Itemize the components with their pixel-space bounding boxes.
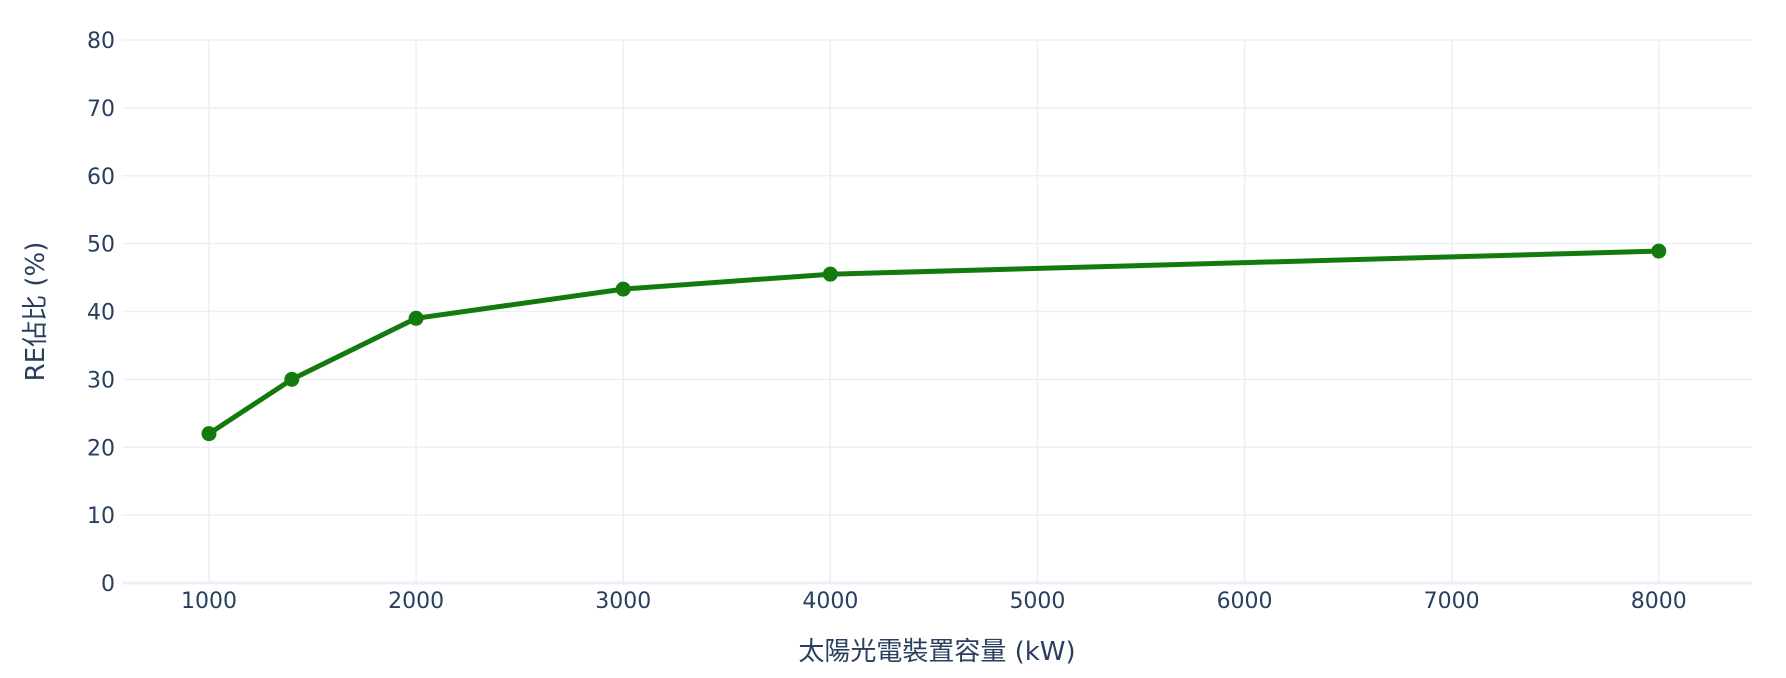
y-tick-labels: 0 10 20 30 40 50 60 70 80 bbox=[87, 29, 115, 597]
y-tick-label: 10 bbox=[87, 504, 115, 529]
x-tick-labels: 1000 2000 3000 4000 5000 6000 7000 8000 bbox=[181, 589, 1687, 614]
y-tick-label: 60 bbox=[87, 165, 115, 190]
x-tick-label: 2000 bbox=[388, 589, 444, 614]
x-axis-title: 太陽光電裝置容量 (kW) bbox=[798, 637, 1075, 667]
x-tick-label: 6000 bbox=[1217, 589, 1273, 614]
y-tick-label: 0 bbox=[101, 572, 115, 597]
x-gridlines bbox=[208, 40, 1660, 583]
x-tick-label: 4000 bbox=[802, 589, 858, 614]
x-tick-label: 1000 bbox=[181, 589, 237, 614]
y-gridlines bbox=[122, 39, 1752, 585]
series-line bbox=[206, 248, 1662, 437]
y-tick-label: 80 bbox=[87, 29, 115, 54]
y-axis-title: RE佔比 (%) bbox=[21, 242, 51, 382]
data-point bbox=[201, 426, 217, 442]
series-layer bbox=[201, 243, 1667, 442]
x-tick-label: 5000 bbox=[1009, 589, 1065, 614]
x-tick-label: 3000 bbox=[595, 589, 651, 614]
y-tick-label: 20 bbox=[87, 436, 115, 461]
data-point bbox=[408, 310, 424, 326]
data-point bbox=[284, 371, 300, 387]
x-tick-label: 8000 bbox=[1631, 589, 1687, 614]
x-tick-label: 7000 bbox=[1424, 589, 1480, 614]
data-point bbox=[822, 266, 838, 282]
y-tick-label: 40 bbox=[87, 301, 115, 326]
y-tick-label: 50 bbox=[87, 233, 115, 258]
data-point bbox=[615, 281, 631, 297]
y-tick-label: 30 bbox=[87, 368, 115, 393]
data-point bbox=[1651, 243, 1667, 259]
y-tick-label: 70 bbox=[87, 97, 115, 122]
